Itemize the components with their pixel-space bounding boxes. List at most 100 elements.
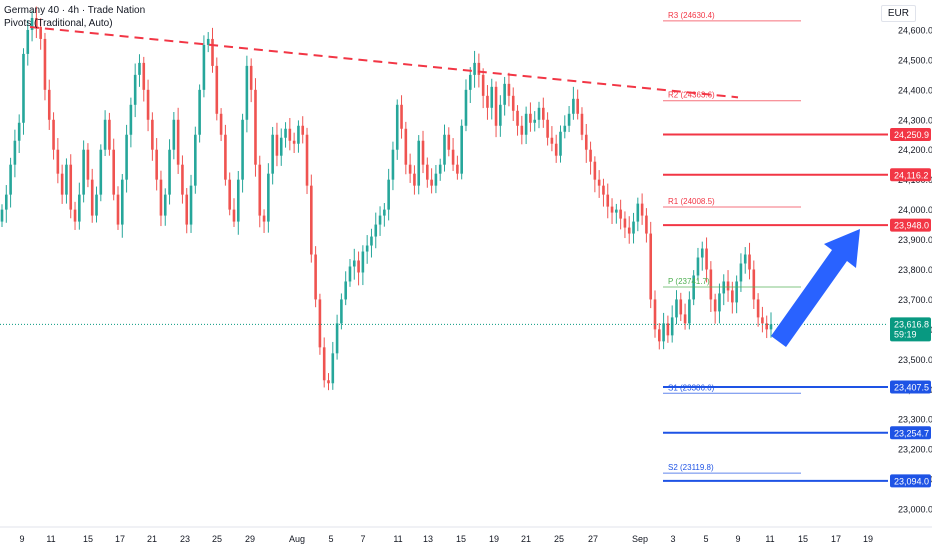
current-price-countdown: 59:19 [894, 329, 917, 339]
x-tick-label: 19 [863, 534, 873, 544]
candle-body [494, 86, 498, 126]
candle-body [731, 290, 734, 303]
candle-body [602, 185, 605, 195]
candle-body [219, 113, 223, 135]
candle-body [365, 245, 369, 252]
candle-body [65, 164, 68, 195]
price-axis[interactable] [888, 0, 932, 550]
candle-body [610, 206, 614, 213]
level-tag-label: 23,948.0 [894, 221, 929, 231]
candle-body [743, 254, 747, 264]
level-tag-label: 23,254.7 [894, 428, 929, 438]
candle-body [662, 323, 665, 342]
candle-body [511, 95, 515, 111]
candle-body [649, 233, 653, 300]
candle-body [709, 269, 713, 300]
candle-body [125, 134, 128, 180]
candle-body [718, 293, 721, 312]
candle-body [116, 194, 120, 225]
candle-body [357, 260, 360, 273]
candle-body [176, 119, 180, 165]
candle-body [194, 134, 197, 186]
candle-body [722, 281, 726, 294]
candle-body [584, 134, 588, 150]
candle-body [245, 65, 249, 120]
level-tag-label: 24,116.2 [894, 170, 928, 180]
y-tick-label: 24,000.0 [898, 205, 932, 215]
x-tick-label: 11 [765, 534, 774, 544]
candle-body [198, 89, 201, 135]
candle-body [640, 203, 644, 216]
candle-body [335, 323, 339, 354]
candle-body [13, 140, 17, 165]
y-tick-label: 23,700.0 [898, 295, 932, 305]
candle-body [202, 44, 206, 90]
candle-body [95, 194, 98, 216]
candle-body [56, 149, 60, 174]
candle-body [705, 248, 708, 270]
candle-body [404, 128, 408, 165]
candle-body [408, 164, 412, 174]
candle-body [468, 74, 472, 90]
x-tick-label: 21 [147, 534, 157, 544]
candle-body [142, 62, 146, 90]
x-tick-label: 19 [489, 534, 499, 544]
candle-body [69, 164, 73, 210]
x-tick-label: 21 [521, 534, 531, 544]
candle-body [451, 149, 455, 165]
candle-body [529, 113, 532, 123]
x-tick-label: 11 [46, 534, 55, 544]
currency-label[interactable]: EUR [880, 5, 916, 22]
candle-body [567, 113, 571, 126]
candle-body [288, 128, 292, 141]
candle-body [666, 323, 670, 336]
candle-body [589, 149, 592, 162]
candle-body [0, 209, 4, 222]
x-tick-label: Aug [289, 534, 305, 544]
candle-body [769, 324, 773, 330]
x-tick-label: 5 [328, 534, 333, 544]
candle-body [387, 179, 390, 210]
candle-body [82, 149, 85, 195]
candle-body [546, 119, 549, 138]
candle-body [559, 131, 562, 156]
current-price-tag[interactable] [890, 317, 931, 342]
candle-body [374, 224, 378, 237]
candle-body [267, 173, 270, 222]
level-tag-label: 24,250.9 [894, 130, 929, 140]
y-tick-label: 24,500.0 [898, 55, 932, 65]
candle-body [533, 119, 537, 123]
current-price-value: 23,616.8 [894, 319, 929, 329]
x-tick-label: 11 [393, 534, 402, 544]
candle-body [735, 281, 738, 303]
candle-body [395, 104, 399, 150]
candle-body [481, 74, 485, 96]
candle-body [443, 134, 446, 165]
candle-body [262, 215, 266, 222]
candle-body [35, 17, 38, 27]
candle-body [761, 317, 764, 324]
x-tick-label: 15 [83, 534, 93, 544]
candle-body [327, 380, 330, 384]
bullish-arrow[interactable] [771, 229, 860, 347]
candle-body [739, 263, 743, 282]
candle-body [249, 65, 253, 90]
candle-body [413, 173, 416, 186]
candle-body [129, 104, 133, 135]
y-tick-label: 24,400.0 [898, 85, 932, 95]
candle-body [211, 38, 214, 66]
candle-body [314, 254, 317, 300]
trendline[interactable] [29, 25, 739, 99]
candle-body [503, 83, 506, 105]
candle-body [550, 137, 554, 144]
x-tick-label: 9 [735, 534, 740, 544]
candle-body [206, 38, 210, 45]
candle-body [464, 89, 468, 126]
candle-body [726, 281, 730, 291]
candle-body [348, 266, 352, 282]
candle-body [460, 125, 463, 174]
candle-body [752, 269, 756, 300]
candle-body [524, 113, 528, 135]
